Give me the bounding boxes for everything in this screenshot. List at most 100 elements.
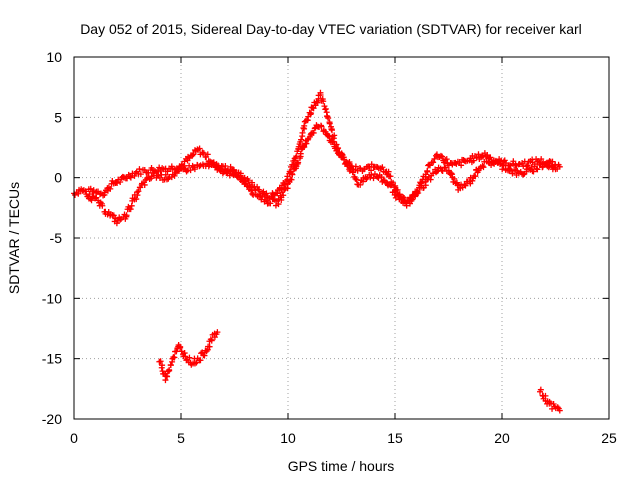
data-point <box>242 180 249 187</box>
data-point <box>233 169 240 176</box>
data-point <box>500 162 507 169</box>
data-point <box>289 171 296 178</box>
data-point <box>387 173 394 180</box>
data-point <box>437 152 444 159</box>
data-point <box>162 377 169 384</box>
data-point <box>254 183 261 190</box>
data-point <box>211 334 218 341</box>
data-point <box>299 129 306 136</box>
data-point <box>301 144 308 151</box>
data-point <box>431 155 438 162</box>
data-point <box>206 343 213 350</box>
data-point <box>352 175 359 182</box>
data-point <box>168 174 175 181</box>
data-point <box>509 170 516 177</box>
data-point <box>164 373 171 380</box>
data-point <box>131 172 138 179</box>
data-point <box>480 164 487 171</box>
y-tick-label: -5 <box>50 230 63 246</box>
data-point <box>317 91 324 98</box>
data-point <box>303 140 310 147</box>
data-point <box>349 169 356 176</box>
data-point <box>520 171 527 178</box>
data-point <box>538 156 545 163</box>
data-point <box>157 358 164 365</box>
data-point <box>214 329 221 336</box>
data-point <box>537 386 544 393</box>
data-point <box>249 179 256 186</box>
data-point <box>82 188 89 195</box>
x-tick-label: 5 <box>177 430 185 446</box>
data-point <box>275 201 282 208</box>
data-point <box>196 145 203 152</box>
data-point <box>107 185 114 192</box>
data-point <box>149 169 156 176</box>
data-point <box>291 157 298 164</box>
data-point <box>167 362 174 369</box>
data-point <box>458 162 465 169</box>
data-point <box>173 348 180 355</box>
data-point <box>137 171 144 178</box>
y-tick-label: 0 <box>54 170 62 186</box>
data-point <box>352 163 359 170</box>
data-point <box>263 190 270 197</box>
data-point <box>295 143 302 150</box>
data-point <box>280 192 287 199</box>
axis-ticks: 0 5 10 15 20 25 10 5 0 -5 -10 -15 -20 <box>42 49 617 446</box>
grid-layer <box>74 57 609 419</box>
data-point <box>133 196 140 203</box>
y-axis-label: SDTVAR / TECUs <box>6 182 22 294</box>
x-tick-label: 15 <box>387 430 403 446</box>
data-point <box>191 166 198 173</box>
data-point <box>298 136 305 143</box>
data-point <box>554 404 561 411</box>
data-point <box>274 190 281 197</box>
data-point <box>201 352 208 359</box>
data-point <box>530 168 537 175</box>
data-point <box>88 197 95 204</box>
data-point <box>261 193 268 200</box>
data-point <box>199 149 206 156</box>
data-point <box>200 150 207 157</box>
data-point <box>110 212 117 219</box>
data-point <box>469 177 476 184</box>
data-point <box>190 151 197 158</box>
data-point <box>556 407 563 414</box>
data-point <box>87 185 94 192</box>
data-point <box>171 172 178 179</box>
data-point <box>113 220 120 227</box>
data-point <box>301 122 308 129</box>
data-point <box>422 182 429 189</box>
data-point <box>135 188 142 195</box>
data-point <box>415 189 422 196</box>
data-point <box>239 174 246 181</box>
data-point <box>322 105 329 112</box>
data-point <box>230 166 237 173</box>
data-point <box>320 98 327 105</box>
data-point <box>451 175 458 182</box>
data-point <box>472 173 479 180</box>
y-tick-label: -10 <box>42 290 62 306</box>
data-point <box>348 165 355 172</box>
data-point <box>556 163 563 170</box>
data-point <box>222 162 229 169</box>
data-point <box>134 192 141 199</box>
data-point <box>156 164 163 171</box>
data-point <box>297 153 304 160</box>
data-point <box>378 174 385 180</box>
data-point <box>403 202 410 209</box>
data-point <box>308 110 315 117</box>
data-point <box>318 123 325 130</box>
data-point <box>430 170 437 177</box>
data-point <box>387 182 394 189</box>
data-point <box>295 159 302 166</box>
data-point <box>114 180 121 187</box>
data-point <box>159 362 166 369</box>
data-point <box>249 190 256 197</box>
data-point <box>127 174 134 181</box>
chart-title: Day 052 of 2015, Sidereal Day-to-day VTE… <box>80 21 582 37</box>
data-point <box>430 159 437 166</box>
data-point <box>116 216 123 223</box>
data-point <box>443 156 450 163</box>
